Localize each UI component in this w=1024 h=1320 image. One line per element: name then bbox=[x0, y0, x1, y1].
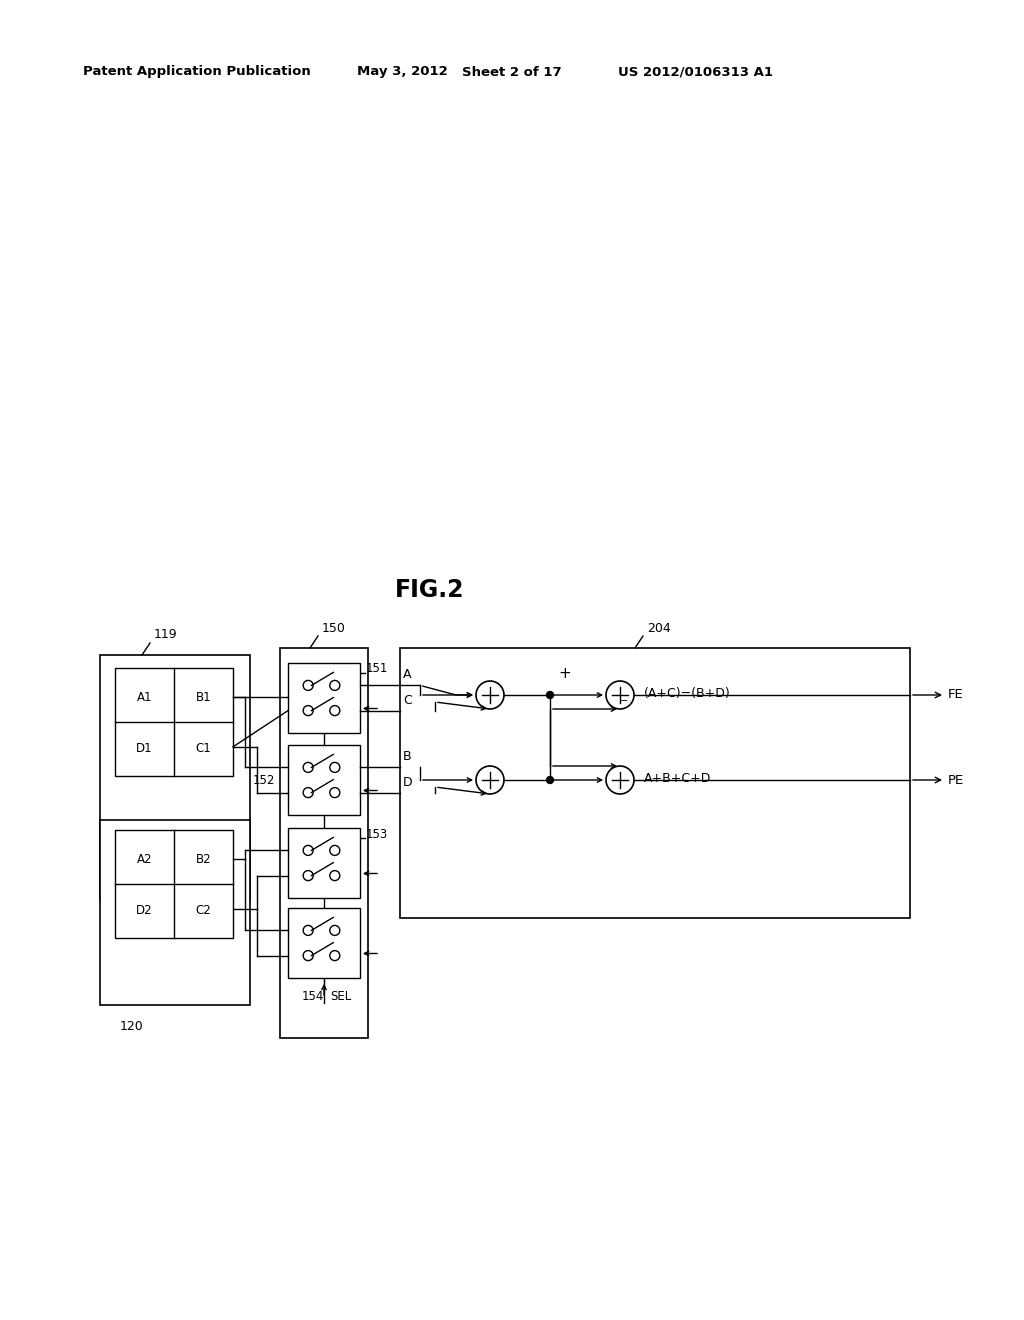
Text: 119: 119 bbox=[154, 628, 177, 642]
Text: +: + bbox=[559, 665, 571, 681]
Bar bbox=[288, 663, 360, 733]
Text: 154: 154 bbox=[302, 990, 325, 1002]
Circle shape bbox=[547, 776, 554, 784]
Bar bbox=[288, 828, 360, 898]
Bar bbox=[100, 655, 250, 900]
Text: C2: C2 bbox=[196, 904, 211, 917]
Bar bbox=[400, 648, 910, 917]
Text: −: − bbox=[620, 696, 628, 706]
Text: A2: A2 bbox=[137, 853, 153, 866]
Bar bbox=[288, 744, 360, 814]
Text: B2: B2 bbox=[196, 853, 211, 866]
Text: B1: B1 bbox=[196, 690, 211, 704]
Bar bbox=[288, 908, 360, 978]
Text: D1: D1 bbox=[136, 742, 153, 755]
Text: FIG.2: FIG.2 bbox=[395, 578, 465, 602]
Text: SEL: SEL bbox=[330, 990, 351, 1002]
Text: A+B+C+D: A+B+C+D bbox=[644, 771, 712, 784]
Text: C1: C1 bbox=[196, 742, 211, 755]
Text: C: C bbox=[403, 693, 412, 706]
Bar bbox=[280, 648, 368, 1038]
Bar bbox=[115, 668, 233, 776]
Text: D2: D2 bbox=[136, 904, 153, 917]
Text: PE: PE bbox=[948, 774, 965, 787]
Bar bbox=[100, 820, 250, 1005]
Text: 204: 204 bbox=[647, 622, 671, 635]
Text: (A+C)−(B+D): (A+C)−(B+D) bbox=[644, 686, 731, 700]
Text: Sheet 2 of 17: Sheet 2 of 17 bbox=[462, 66, 561, 78]
Text: 152: 152 bbox=[253, 774, 275, 787]
Text: 153: 153 bbox=[366, 828, 388, 841]
Text: May 3, 2012: May 3, 2012 bbox=[357, 66, 447, 78]
Text: 151: 151 bbox=[366, 663, 388, 676]
Text: A: A bbox=[403, 668, 412, 681]
Text: US 2012/0106313 A1: US 2012/0106313 A1 bbox=[618, 66, 773, 78]
Text: 150: 150 bbox=[322, 622, 346, 635]
Text: Patent Application Publication: Patent Application Publication bbox=[83, 66, 310, 78]
Text: FE: FE bbox=[948, 689, 964, 701]
Text: D: D bbox=[403, 776, 413, 788]
Circle shape bbox=[547, 692, 554, 698]
Text: 120: 120 bbox=[120, 1020, 143, 1034]
Bar bbox=[115, 830, 233, 939]
Text: A1: A1 bbox=[137, 690, 153, 704]
Text: B: B bbox=[403, 750, 412, 763]
